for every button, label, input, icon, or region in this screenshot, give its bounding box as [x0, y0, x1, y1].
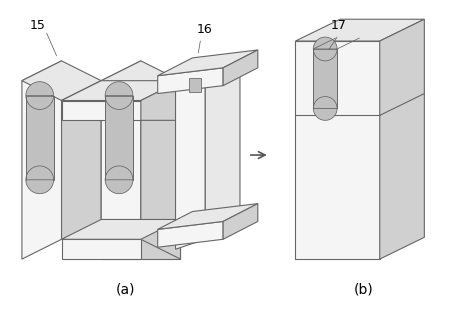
- Polygon shape: [295, 19, 424, 41]
- Polygon shape: [223, 50, 258, 86]
- Polygon shape: [105, 180, 133, 194]
- Polygon shape: [380, 19, 424, 259]
- Polygon shape: [105, 82, 133, 95]
- Polygon shape: [61, 81, 101, 259]
- Polygon shape: [295, 41, 380, 259]
- Text: 17: 17: [331, 19, 347, 32]
- Polygon shape: [313, 108, 337, 120]
- Polygon shape: [26, 82, 54, 95]
- Text: (b): (b): [354, 283, 374, 297]
- Polygon shape: [158, 222, 223, 247]
- Text: 16: 16: [196, 23, 212, 36]
- Polygon shape: [189, 78, 201, 92]
- Polygon shape: [61, 81, 180, 100]
- Polygon shape: [141, 81, 180, 120]
- Polygon shape: [313, 37, 337, 49]
- Polygon shape: [158, 68, 223, 94]
- Polygon shape: [223, 204, 258, 239]
- Polygon shape: [158, 204, 258, 230]
- Polygon shape: [26, 95, 54, 180]
- Polygon shape: [158, 50, 258, 76]
- Polygon shape: [22, 61, 101, 100]
- Polygon shape: [61, 100, 141, 239]
- Polygon shape: [101, 61, 180, 100]
- Polygon shape: [22, 61, 61, 259]
- Text: 15: 15: [30, 19, 46, 32]
- Polygon shape: [61, 239, 141, 259]
- Polygon shape: [26, 180, 54, 194]
- Polygon shape: [105, 95, 133, 180]
- Polygon shape: [61, 219, 180, 239]
- Text: (a): (a): [116, 283, 136, 297]
- Polygon shape: [176, 71, 205, 249]
- Polygon shape: [205, 53, 240, 239]
- Polygon shape: [61, 100, 141, 120]
- Polygon shape: [141, 81, 180, 259]
- Polygon shape: [101, 61, 141, 259]
- Polygon shape: [313, 49, 337, 108]
- Polygon shape: [101, 81, 180, 259]
- Polygon shape: [61, 81, 180, 100]
